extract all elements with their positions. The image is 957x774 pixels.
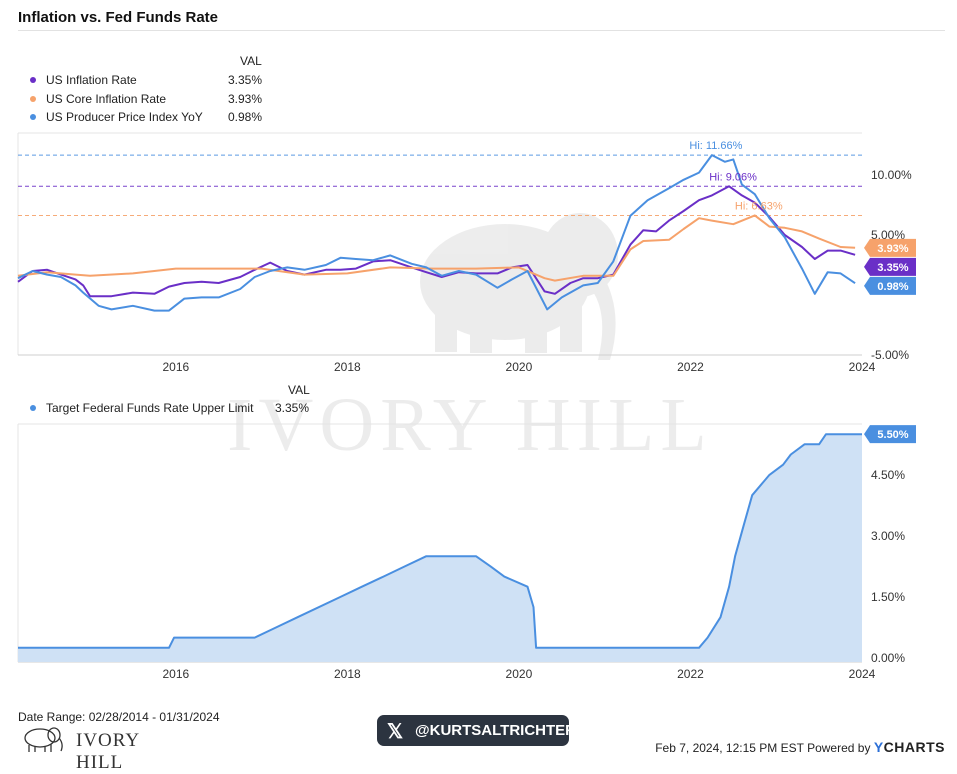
legend-item-ppi[interactable]: US Producer Price Index YoY 0.98% [30,109,290,125]
date-range: Date Range: 02/28/2014 - 01/31/2024 [18,710,220,724]
legend-value-fed-funds: 3.35% [275,401,310,415]
y-tick-0-00: 0.00% [871,651,905,665]
legend-item-fed-funds[interactable]: Target Federal Funds Rate Upper Limit 3.… [30,400,330,416]
us-inflation-rate-value-badge-bg [864,257,916,276]
us-producer-price-index-yoy-value-badge: 0.98% [864,276,916,295]
legend-top-header: VAL [240,54,262,68]
x-logo-icon: 𝕏 [387,721,404,743]
legend-label-core-inflation: US Core Inflation Rate [46,92,167,106]
x-tick-2022: 2022 [677,667,704,681]
x-handle-text: @KURTSALTRICHTER [415,722,577,739]
legend-value-ppi: 0.98% [228,110,263,124]
legend-bottom: VAL Target Federal Funds Rate Upper Limi… [18,380,318,420]
fed-funds-chart: 0.00% 1.50% 3.00% 4.50% 2016 2018 2020 2022 202… [17,423,916,681]
x-tick-2022: 2022 [677,360,704,374]
y-tick-5-00: 5.00% [871,228,905,242]
target-federal-funds-rate-upper-limit-value-badge-text: 5.50% [877,429,908,441]
legend-label-fed-funds: Target Federal Funds Rate Upper Limit [46,401,254,415]
y-tick-5-00: -5.00% [871,348,909,362]
title-divider [18,30,945,31]
legend-bottom-header: VAL [288,383,310,397]
y-tick-3-00: 3.00% [871,529,905,543]
legend-value-inflation: 3.35% [228,73,263,87]
legend-item-inflation[interactable]: US Inflation Rate 3.35% [30,72,290,88]
us-core-inflation-rate-value-badge-bg [864,238,916,257]
us-producer-price-index-yoy-value-badge-bg [864,276,916,295]
x-tick-2024: 2024 [849,360,876,374]
x-tick-2020: 2020 [506,667,533,681]
target-federal-funds-rate-upper-limit-value-badge: 5.50% [864,425,916,444]
top-x-tick-labels: 2016 2018 2020 2022 2024 [162,360,875,374]
us-core-inflation-rate-value-badge-text: 3.93% [877,243,908,255]
brand-logo: IVORY HILL [18,724,188,773]
target-federal-funds-rate-upper-limit-area-fill [18,434,862,662]
us-inflation-rate-line [17,185,856,298]
brand-name: IVORY HILL [76,730,140,773]
us-inflation-rate-value-badge-text: 3.35% [877,262,908,274]
x-tick-2018: 2018 [334,360,361,374]
x-tick-2016: 2016 [162,667,189,681]
ycharts-logo-y: Y [873,739,884,755]
top-series-lines [17,154,856,312]
chart-title: Inflation vs. Fed Funds Rate [18,9,219,26]
legend-value-core-inflation: 3.93% [228,92,263,106]
bottom-x-tick-labels: 2016 2018 2020 2022 2024 [162,667,875,681]
legend-label-inflation: US Inflation Rate [46,73,137,87]
elephant-watermark-icon [420,213,618,360]
top-y-tick-labels: -5.00% 5.00% 10.00% [871,168,912,362]
legend-dot-fed-funds [30,405,36,411]
x-tick-2024: 2024 [849,667,876,681]
us-producer-price-index-yoy-line [17,154,856,312]
x-tick-2018: 2018 [334,667,361,681]
legend-dot-core-inflation [30,96,36,102]
legend-dot-inflation [30,77,36,83]
y-tick-4-50: 4.50% [871,468,905,482]
x-tick-2016: 2016 [162,360,189,374]
target-federal-funds-rate-upper-limit-line [18,433,862,649]
us-core-inflation-rate-line [17,214,856,282]
watermark-text: IVORY HILL [227,383,713,467]
footer-timestamp: Feb 7, 2024, 12:15 PM EST Powered by YCH… [655,739,945,755]
legend-label-ppi: US Producer Price Index YoY [46,110,203,124]
legend-dot-ppi [30,114,36,120]
high-labels: Hi: 9.06% Hi: 6.63% Hi: 11.66% [689,140,782,212]
legend-top: VAL US Inflation Rate 3.35% US Core Infl… [18,50,278,130]
charts-canvas: IVORY HILL Hi: 9.06% Hi: 6.63% Hi: 11.66% … [17,132,916,681]
inflation-chart: Hi: 9.06% Hi: 6.63% Hi: 11.66% -5.00% 5.00%… [17,132,916,374]
us-inflation-rate-high-label: Hi: 9.06% [709,171,757,183]
fed-funds-area [18,433,862,662]
bottom-value-badges: 5.50% [864,425,916,444]
timestamp-text: Feb 7, 2024, 12:15 PM EST Powered by [655,741,871,755]
ycharts-logo-rest: CHARTS [883,739,945,755]
us-producer-price-index-yoy-high-label: Hi: 11.66% [689,140,742,152]
target-federal-funds-rate-upper-limit-value-badge-bg [864,425,916,444]
high-reference-lines [18,154,862,216]
us-producer-price-index-yoy-value-badge-text: 0.98% [877,281,908,293]
ycharts-logo[interactable]: YCHARTS [874,739,945,755]
x-handle-badge[interactable]: 𝕏 @KURTSALTRICHTER [377,715,576,746]
legend-item-core-inflation[interactable]: US Core Inflation Rate 3.93% [30,91,290,107]
y-tick-10-00: 10.00% [871,168,912,182]
us-core-inflation-rate-value-badge: 3.93% [864,238,916,257]
x-tick-2020: 2020 [506,360,533,374]
us-core-inflation-rate-high-label: Hi: 6.63% [735,200,783,212]
bottom-y-tick-labels: 0.00% 1.50% 3.00% 4.50% [871,468,905,665]
elephant-logo-icon [24,727,63,752]
y-tick-1-50: 1.50% [871,590,905,604]
top-value-badges: 3.93% 3.35% 0.98% [864,238,916,295]
us-inflation-rate-value-badge: 3.35% [864,257,916,276]
